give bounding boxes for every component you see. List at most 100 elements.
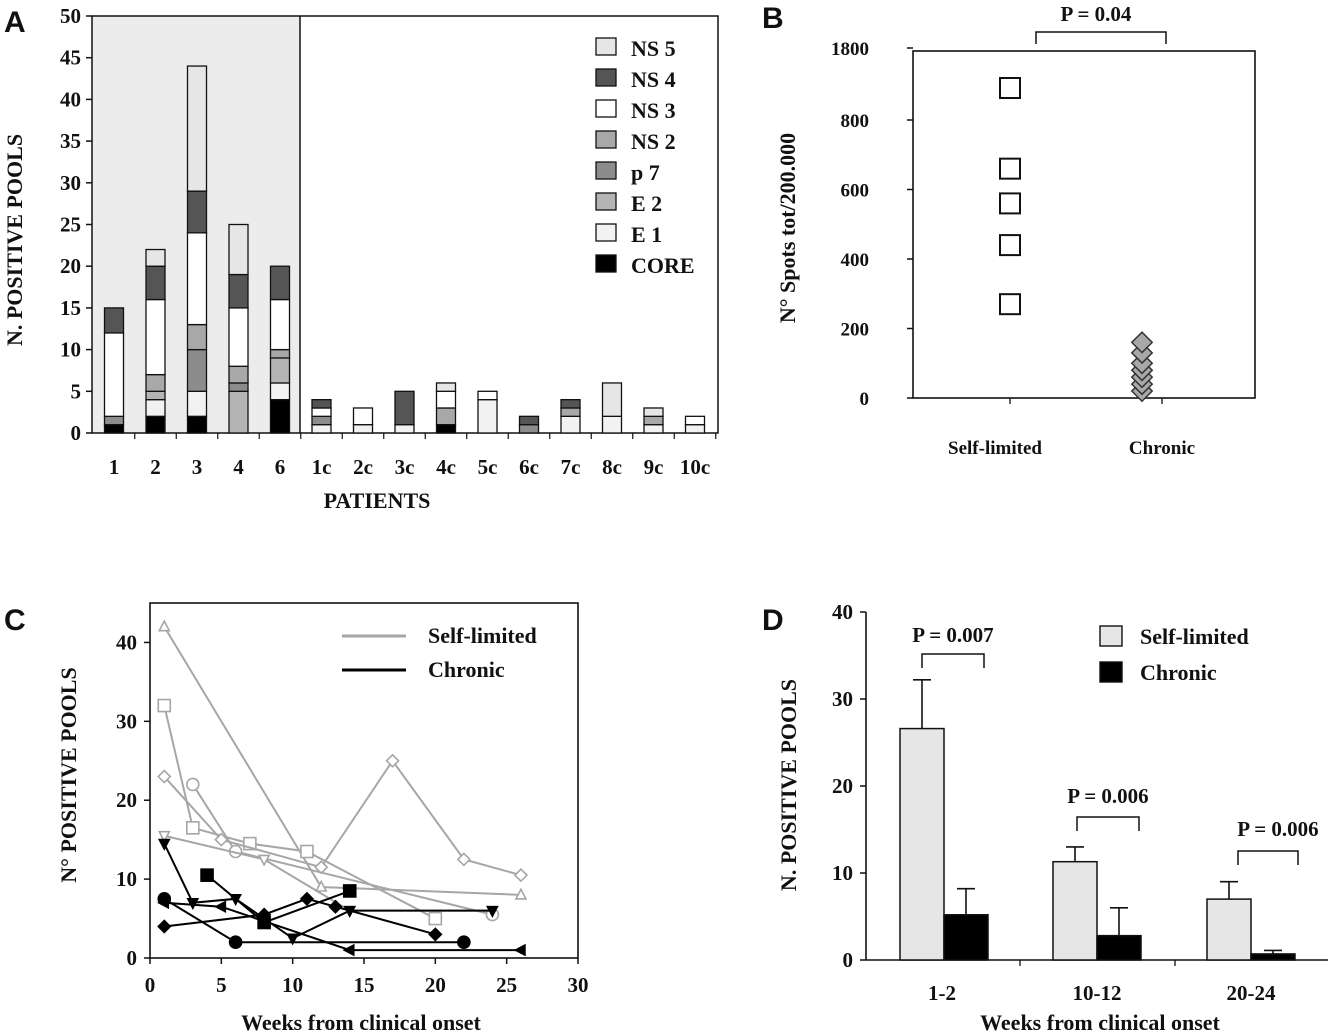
panel-letter-b: B <box>762 2 784 35</box>
panel-a-x-tick-label: 3c <box>395 455 415 479</box>
panel-b-y-tick-label: 0 <box>860 389 870 410</box>
panel-a-bar-segment <box>269 265 291 301</box>
panel-a-bar-segment <box>643 424 664 434</box>
panel-a-y-tick-label: 40 <box>60 87 81 111</box>
panel-a-bar-segment <box>435 382 457 392</box>
panel-a-legend-swatch <box>595 68 617 87</box>
panel-a-bar-segment <box>145 298 166 376</box>
panel-d-bar <box>1096 934 1142 961</box>
panel-a-bar-segment <box>228 273 249 309</box>
panel-a-bar-segment <box>477 398 498 434</box>
panel-a-bar-segment <box>228 390 249 434</box>
panel-c-data-point <box>428 927 443 942</box>
panel-a-x-tick-label: 1c <box>312 455 332 479</box>
panel-c-data-point <box>186 821 200 835</box>
panel-a-bar-segment <box>601 415 623 434</box>
panel-d-x-tick-label: 20-24 <box>1227 981 1276 1005</box>
panel-d-y-tick-label: 10 <box>832 861 853 885</box>
panel-a-bar-segment <box>269 382 291 401</box>
panel-a-x-axis-title: PATIENTS <box>324 488 431 513</box>
panel-a-bar-segment <box>518 424 540 434</box>
panel-a-y-tick-label: 15 <box>60 296 81 320</box>
panel-b-y-axis-title: N° Spots tot/200.000 <box>775 133 800 323</box>
panel-c-y-axis-title: N° POSITIVE POOLS <box>56 667 81 882</box>
panel-a-legend-swatch <box>595 130 617 149</box>
panel-a-x-tick-label: 6 <box>275 455 286 479</box>
panel-a-bar-segment <box>394 424 415 434</box>
panel-c-x-tick-label: 0 <box>145 973 156 997</box>
panel-a-bar-segment <box>186 65 208 192</box>
panel-c-data-point <box>286 933 299 946</box>
panel-a-bar-segment <box>186 348 208 392</box>
panel-c-series-line <box>164 901 521 952</box>
panel-a-bar-segment <box>269 398 291 434</box>
panel-a-legend-swatch <box>595 192 617 211</box>
panel-c-data-point <box>457 935 471 950</box>
panel-a-legend-label: NS 2 <box>631 129 676 154</box>
panel-a-y-tick-label: 10 <box>60 338 81 362</box>
panel-a-bar-segment <box>103 307 125 334</box>
panel-b-y-tick-label: 200 <box>841 320 870 341</box>
panel-a-legend-swatch <box>595 99 617 118</box>
panel-c-data-point <box>214 832 229 847</box>
panel-c-data-point <box>157 896 170 910</box>
panel-a-bar-segment <box>186 390 208 417</box>
panel-d-p-value: P = 0.007 <box>912 623 993 647</box>
panel-a-bar-segment <box>560 398 581 409</box>
panel-d-significance-bracket <box>1237 850 1299 865</box>
panel-a-y-tick-label: 45 <box>60 46 81 70</box>
panel-a-legend-label: E 1 <box>631 222 662 247</box>
panel-a-legend-swatch <box>595 161 617 180</box>
panel-c-data-point <box>157 838 171 851</box>
panel-a-y-tick-label: 50 <box>60 4 81 28</box>
panel-a-bar-segment <box>311 415 332 426</box>
panel-b-p-value: P = 0.04 <box>1061 2 1132 26</box>
panel-a-legend-swatch <box>595 254 617 273</box>
panel-c-data-point <box>186 897 200 910</box>
panel-c-data-point <box>157 619 171 632</box>
panel-a-y-tick-label: 5 <box>71 379 82 403</box>
panel-c-data-point <box>214 900 227 914</box>
panel-d-bar <box>1250 953 1296 961</box>
panel-a-x-tick-label: 4c <box>436 455 456 479</box>
panel-a-y-tick-label: 30 <box>60 171 81 195</box>
panel-c-data-point <box>514 887 528 900</box>
panel-a-legend-swatch <box>595 223 617 242</box>
panel-a-bar-segment <box>103 415 125 426</box>
panel-c-line-chart: 0 10 20 30 40 0 5 10 15 20 25 30 Self-limited Chronic… <box>56 602 589 1035</box>
panel-a-bar-segment <box>186 232 208 326</box>
panel-a-bar-segment <box>228 365 249 384</box>
panel-c-data-point <box>299 891 315 906</box>
panel-a-legend-label: CORE <box>631 253 695 278</box>
panel-a-bar-segment <box>269 298 291 351</box>
panel-c-x-tick-label: 10 <box>282 973 303 997</box>
panel-d-y-axis-title: N. POSITIVE POOLS <box>776 679 801 891</box>
panel-a-bar-segment <box>518 415 540 426</box>
panel-a-legend-label: p 7 <box>631 160 660 185</box>
panel-c-plot-frame <box>149 602 579 959</box>
panel-d-y-tick-label: 30 <box>832 687 853 711</box>
panel-a-bar-segment <box>435 407 457 426</box>
panel-a-legend-label: NS 3 <box>631 98 676 123</box>
panel-b-point-self-limited <box>999 157 1021 180</box>
panel-letter-c: C <box>4 604 26 637</box>
panel-a-legend-swatch <box>595 37 617 56</box>
panel-a-y-tick-label: 20 <box>60 254 81 278</box>
panel-d-p-value: P = 0.006 <box>1067 784 1148 808</box>
panel-a-bar-segment <box>684 424 706 434</box>
panel-d-y-tick-label: 0 <box>843 948 854 972</box>
panel-a-x-tick-label: 2c <box>353 455 373 479</box>
panel-a-bar-segment <box>269 348 291 359</box>
panel-c-x-tick-label: 30 <box>568 973 589 997</box>
panel-a-x-tick-label: 4 <box>233 455 244 479</box>
panel-d-x-axis-title: Weeks from clinical onset <box>980 1010 1220 1035</box>
panel-a-y-tick-label: 35 <box>60 129 81 153</box>
panel-c-legend-label: Self-limited <box>428 623 537 648</box>
panel-a-bar-segment <box>601 382 623 417</box>
panel-b-plot-frame <box>912 50 1256 399</box>
panel-c-data-point <box>200 868 214 882</box>
panel-a-bar-segment <box>269 357 291 384</box>
panel-a-bar-segment <box>643 415 664 426</box>
panel-d-x-tick-label: 10-12 <box>1073 981 1122 1005</box>
